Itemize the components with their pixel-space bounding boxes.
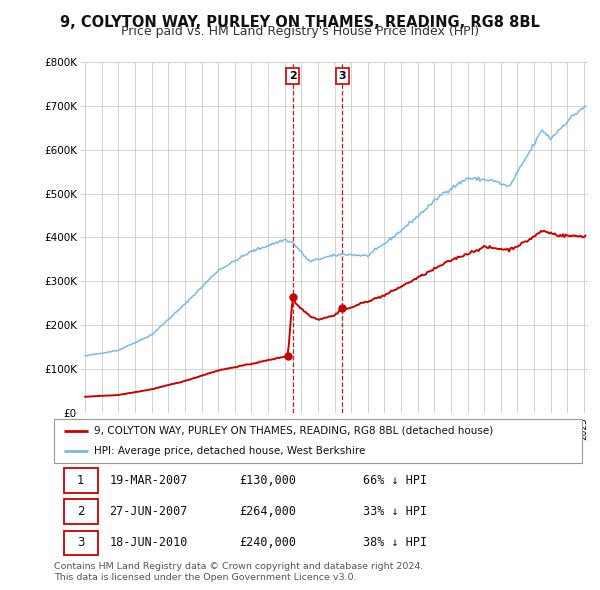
Text: 9, COLYTON WAY, PURLEY ON THAMES, READING, RG8 8BL (detached house): 9, COLYTON WAY, PURLEY ON THAMES, READIN… <box>94 426 493 436</box>
FancyBboxPatch shape <box>54 419 582 463</box>
Text: Contains HM Land Registry data © Crown copyright and database right 2024.
This d: Contains HM Land Registry data © Crown c… <box>54 562 424 582</box>
Text: 33% ↓ HPI: 33% ↓ HPI <box>363 505 427 519</box>
Text: 27-JUN-2007: 27-JUN-2007 <box>109 505 188 519</box>
Text: 38% ↓ HPI: 38% ↓ HPI <box>363 536 427 549</box>
Text: 2: 2 <box>77 505 85 519</box>
Text: £130,000: £130,000 <box>239 474 296 487</box>
Text: 1: 1 <box>77 474 85 487</box>
Point <box>288 293 298 302</box>
Text: £240,000: £240,000 <box>239 536 296 549</box>
Text: 3: 3 <box>338 71 346 81</box>
FancyBboxPatch shape <box>64 468 98 493</box>
Text: 66% ↓ HPI: 66% ↓ HPI <box>363 474 427 487</box>
Text: HPI: Average price, detached house, West Berkshire: HPI: Average price, detached house, West… <box>94 446 365 456</box>
FancyBboxPatch shape <box>64 530 98 555</box>
Text: £264,000: £264,000 <box>239 505 296 519</box>
Text: 19-MAR-2007: 19-MAR-2007 <box>109 474 188 487</box>
Text: 2: 2 <box>289 71 296 81</box>
FancyBboxPatch shape <box>64 500 98 524</box>
Text: 18-JUN-2010: 18-JUN-2010 <box>109 536 188 549</box>
Text: 9, COLYTON WAY, PURLEY ON THAMES, READING, RG8 8BL: 9, COLYTON WAY, PURLEY ON THAMES, READIN… <box>60 15 540 30</box>
Text: 3: 3 <box>77 536 85 549</box>
Point <box>283 351 293 360</box>
Point <box>337 303 347 313</box>
Text: Price paid vs. HM Land Registry's House Price Index (HPI): Price paid vs. HM Land Registry's House … <box>121 25 479 38</box>
